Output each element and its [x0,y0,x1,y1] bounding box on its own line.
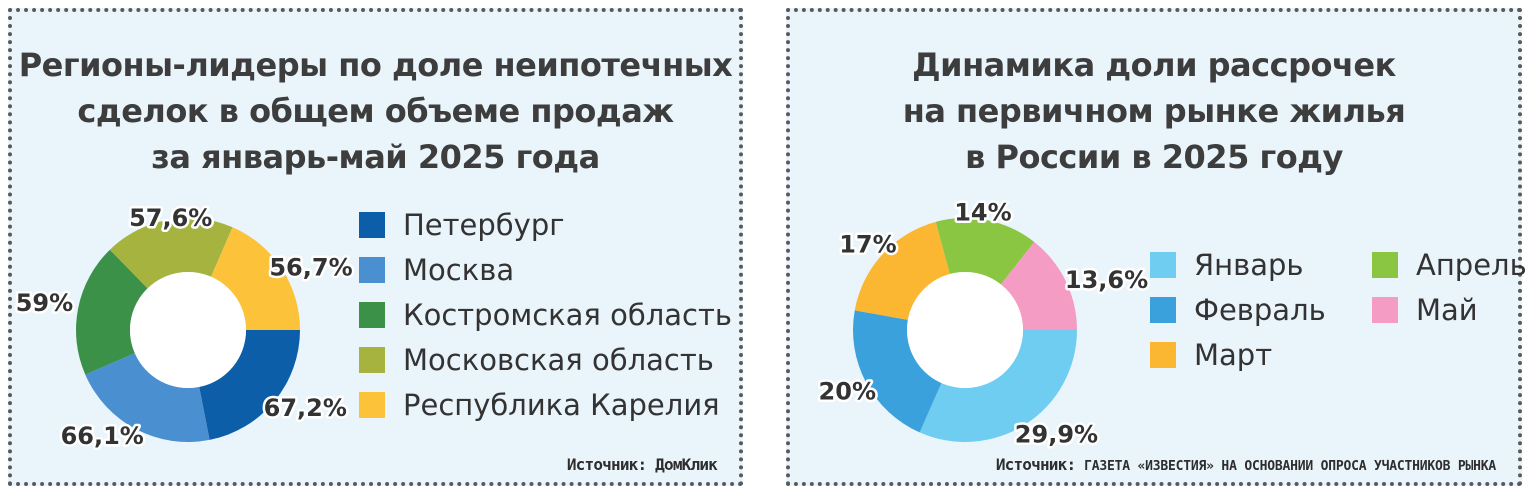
slice-3 [76,249,148,375]
source-text: ГАЗЕТА «ИЗВЕСТИЯ» НА ОСНОВАНИИ ОПРОСА УЧ… [1084,459,1496,474]
slice-2 [85,353,210,442]
slice-5 [1000,241,1077,330]
legend-item: Московская область [359,343,714,377]
legend-label: Петербург [403,208,565,242]
legend-item: Апрель [1372,248,1527,282]
legend-item: Республика Карелия [359,388,720,422]
legend-swatch [359,212,385,238]
title-line-1: Регионы-лидеры по доле неипотечных [18,46,733,84]
legend-swatch [1150,252,1176,278]
slice-3 [854,221,950,320]
title-line-2: на первичном рынке жилья [902,92,1406,130]
donut-chart-installments: 29,9% 20% 17% 14% 13,6% [816,196,1151,451]
donut-chart-regions: 67,2% 66,1% 59% 57,6% 56,7% [13,201,355,452]
data-label: 17% [839,230,896,258]
legend-item: Март [1150,338,1272,372]
title-line-1: Динамика доли рассрочек [912,46,1396,84]
legend-label: Костромская область [403,298,732,332]
legend-item: Май [1372,293,1478,327]
legend-swatch [1372,297,1398,323]
donut-hole [130,272,246,388]
legend-label: Январь [1194,248,1304,282]
legend-item: Петербург [359,208,564,242]
legend-label: Республика Карелия [403,388,720,422]
legend-label: Март [1194,338,1273,372]
legend-item: Январь [1150,248,1303,282]
chart-title: Регионы-лидеры по доле неипотечных сдело… [12,42,739,180]
legend-swatch [359,347,385,373]
data-label: 66,1% [61,422,144,450]
source-prefix: Источник: [995,455,1076,474]
chart-panel-installments: Динамика доли рассрочек на первичном рын… [786,8,1527,486]
data-label: 57,6% [129,204,212,232]
legend-label: Москва [403,253,515,287]
legend-swatch [359,392,385,418]
source-note: Источник: ДомКлик [566,455,718,474]
data-label: 59% [16,289,73,317]
chart-title: Динамика доли рассрочек на первичном рын… [790,42,1518,180]
data-label: 56,7% [269,254,352,282]
data-label: 20% [819,377,876,405]
legend-item: Февраль [1150,293,1326,327]
legend-swatch [1150,342,1176,368]
slice-4 [935,218,1035,285]
legend-swatch [359,257,385,283]
legend-label: Апрель [1416,248,1527,282]
data-label: 13,6% [1065,266,1148,294]
data-label: 67,2% [264,394,347,422]
slice-2 [853,310,942,433]
data-label: 14% [954,198,1011,226]
legend-item: Костромская область [359,298,732,332]
title-line-2: сделок в общем объеме продаж [77,92,674,130]
slice-1 [199,330,300,440]
legend-label: Московская область [403,343,714,377]
legend-swatch [1372,252,1398,278]
legend-label: Май [1416,293,1478,327]
legend-swatch [1150,297,1176,323]
legend-label: Февраль [1194,293,1326,327]
legend-item: Москва [359,253,514,287]
donut-hole [907,272,1023,388]
legend-swatch [359,302,385,328]
slice-5 [211,227,300,330]
data-label: 29,9% [1015,421,1098,449]
title-line-3: в России в 2025 году [965,138,1343,176]
chart-panel-regions: Регионы-лидеры по доле неипотечных сдело… [8,8,743,486]
title-line-3: за январь-май 2025 года [151,138,600,176]
source-note: Источник: ГАЗЕТА «ИЗВЕСТИЯ» НА ОСНОВАНИИ… [996,455,1496,474]
slice-4 [109,217,233,289]
slice-1 [919,330,1077,442]
